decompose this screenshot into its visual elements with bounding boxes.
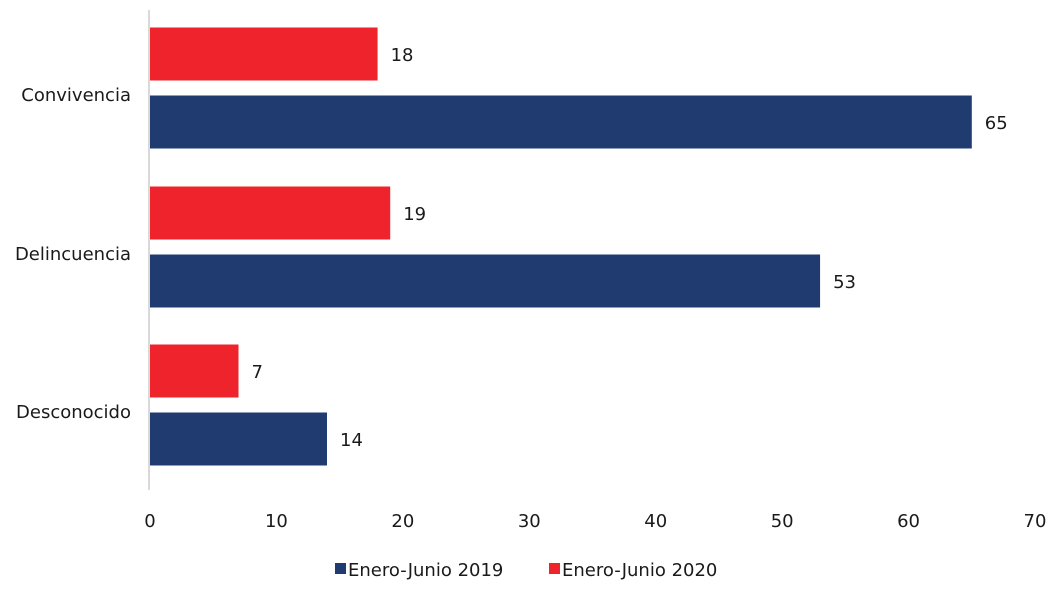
data-label: 19 <box>403 204 426 225</box>
x-tick-label: 60 <box>897 511 920 532</box>
data-label: 65 <box>985 113 1008 134</box>
legend-swatch <box>335 563 346 574</box>
legend-label: Enero-Junio 2019 <box>348 560 503 581</box>
x-tick-label: 50 <box>771 511 794 532</box>
x-tick-label: 70 <box>1024 511 1047 532</box>
category-label: Delincuencia <box>15 244 131 265</box>
data-label: 18 <box>391 45 414 66</box>
category-label: Desconocido <box>16 402 131 423</box>
bar <box>150 27 378 81</box>
x-tick-label: 10 <box>265 511 288 532</box>
bar <box>150 186 391 240</box>
bar <box>150 254 821 308</box>
bar <box>150 344 239 398</box>
x-tick-label: 20 <box>391 511 414 532</box>
x-tick-label: 30 <box>518 511 541 532</box>
data-label: 53 <box>833 272 856 293</box>
bar <box>150 412 327 466</box>
data-label: 7 <box>252 362 263 383</box>
legend-swatch <box>549 563 560 574</box>
data-label: 14 <box>340 430 363 451</box>
legend-label: Enero-Junio 2020 <box>562 560 717 581</box>
category-label: Convivencia <box>21 85 131 106</box>
x-tick-label: 40 <box>644 511 667 532</box>
x-tick-label: 0 <box>144 511 155 532</box>
bar <box>150 95 972 149</box>
